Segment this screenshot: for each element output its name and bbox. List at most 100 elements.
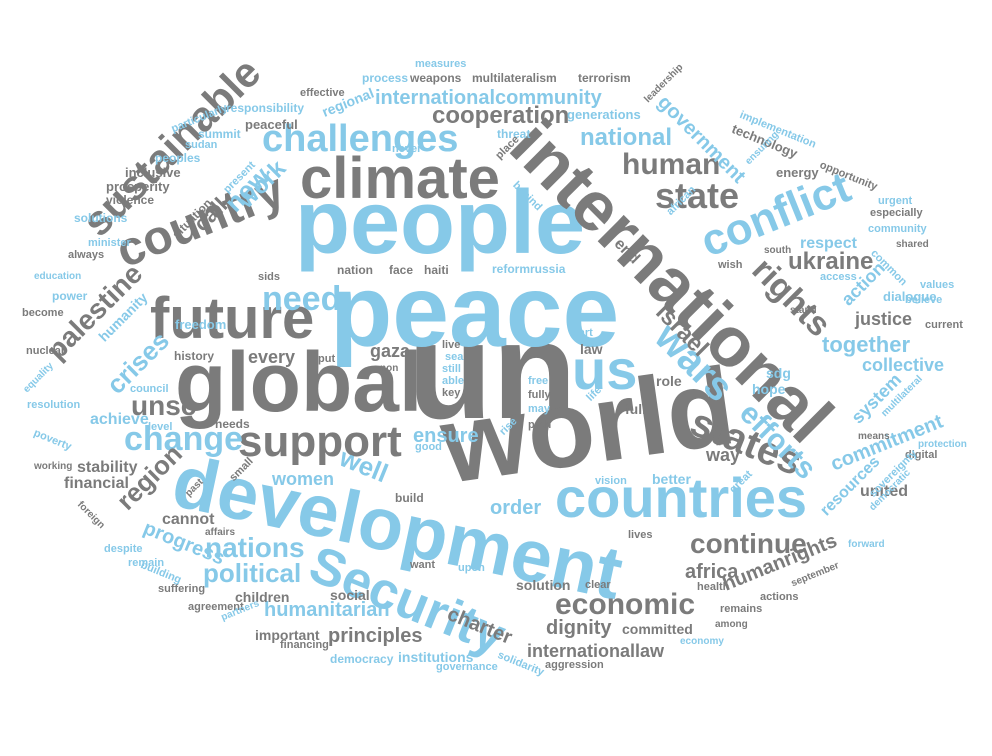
word-wish: wish	[718, 259, 743, 271]
word-peoples: peoples	[155, 151, 201, 165]
word-affairs: affairs	[205, 527, 236, 538]
word-achieve: achieve	[90, 411, 149, 428]
word-internationallaw: internationallaw	[527, 641, 665, 661]
word-working: working	[34, 461, 73, 472]
word-able: able	[442, 375, 465, 387]
word-despite: despite	[104, 543, 143, 555]
word-human: human	[622, 148, 721, 181]
word-forward: forward	[848, 539, 885, 550]
word-upon: upon	[458, 562, 485, 574]
word-good: good	[415, 441, 442, 453]
word-minister: minister	[88, 237, 131, 249]
word-internationalcommunity: internationalcommunity	[375, 87, 602, 109]
word-order: order	[490, 497, 542, 519]
word-values: values	[920, 279, 955, 291]
word-economy: economy	[680, 636, 724, 647]
word-free: free	[528, 375, 549, 387]
word-solution: solution	[516, 577, 571, 593]
word-face: face	[389, 263, 414, 277]
word-better: better	[652, 471, 691, 487]
word-key: key	[442, 387, 461, 399]
word-education: education	[34, 271, 82, 282]
word-need: need	[262, 280, 342, 318]
word-measures: measures	[415, 58, 467, 70]
word-financial: financial	[64, 475, 129, 492]
word-sids: sids	[258, 271, 281, 283]
word-still: still	[442, 363, 461, 375]
word-unsc: unsc	[131, 390, 197, 421]
word-economic: economic	[555, 588, 696, 621]
word-needs: needs	[215, 417, 250, 431]
word-nation: nation	[337, 263, 373, 277]
word-social: social	[330, 587, 370, 603]
word-dignity: dignity	[546, 617, 612, 639]
word-among: among	[715, 619, 748, 630]
word-protection: protection	[918, 439, 967, 450]
word-energy: energy	[776, 165, 819, 180]
word-process: process	[362, 71, 409, 85]
word-path: path	[528, 419, 552, 431]
word-summit: summit	[198, 127, 241, 141]
word-vision: vision	[595, 475, 627, 487]
word-hope: hope	[752, 381, 786, 397]
word-fully: fully	[528, 389, 551, 401]
word-committed: committed	[622, 621, 693, 637]
word-power: power	[52, 289, 88, 303]
word-change: change	[124, 420, 244, 458]
word-put: put	[318, 353, 336, 365]
word-gaza: gaza	[370, 341, 411, 361]
word-future: future	[150, 286, 315, 351]
word-political: political	[203, 558, 302, 588]
word-collective: collective	[862, 355, 945, 375]
word-build: build	[395, 491, 424, 505]
word-support: support	[238, 417, 402, 466]
word-sea: sea	[445, 351, 464, 363]
word-means: means	[858, 431, 890, 442]
word-way: way	[706, 445, 741, 465]
word-national: national	[580, 124, 673, 151]
word-ukraine: ukraine	[788, 248, 874, 275]
word-urgent: urgent	[878, 195, 913, 207]
word-peace: peace	[330, 254, 620, 368]
word-equality: equality	[21, 360, 56, 396]
word-un: un	[408, 294, 577, 448]
word-non: non	[380, 363, 399, 374]
word-especially: especially	[870, 207, 923, 219]
word-us: us	[572, 338, 638, 401]
word-nuclear: nuclear	[26, 345, 66, 357]
word-level: level	[148, 421, 173, 433]
word-clear: clear	[585, 579, 611, 591]
word-humanitarian: humanitarian	[264, 599, 390, 621]
word-south: south	[764, 245, 792, 256]
word-stability: stability	[77, 459, 138, 476]
word-actions: actions	[760, 591, 799, 603]
word-governance: governance	[436, 661, 498, 673]
word-prosperity: prosperity	[106, 179, 170, 194]
word-every: every	[248, 347, 296, 367]
word-principles: principles	[328, 625, 423, 647]
word-inclusive: inclusive	[125, 165, 181, 180]
word-together: together	[822, 332, 910, 357]
word-may: may	[528, 403, 551, 415]
word-health: health	[697, 581, 730, 593]
word-stand: stand	[790, 305, 817, 316]
word-remain: remain	[128, 557, 165, 569]
word-lives: lives	[628, 529, 653, 541]
word-countries: countries	[555, 466, 808, 529]
word-weapons: weapons	[410, 71, 462, 85]
word-justice: justice	[855, 309, 913, 329]
word-women: women	[272, 469, 335, 489]
word-full: full	[625, 401, 646, 417]
word-cannot: cannot	[162, 511, 215, 528]
word-ensure: ensure	[413, 425, 479, 447]
word-democracy: democracy	[330, 652, 394, 666]
word-always: always	[68, 249, 105, 261]
word-global: global	[175, 335, 423, 429]
word-poverty: poverty	[31, 427, 74, 454]
word-freedom: freedom	[175, 317, 227, 332]
word-threat: threat	[497, 127, 531, 141]
word-state: state	[655, 175, 740, 216]
word-children: children	[235, 589, 290, 605]
word-nations: nations	[205, 532, 305, 563]
